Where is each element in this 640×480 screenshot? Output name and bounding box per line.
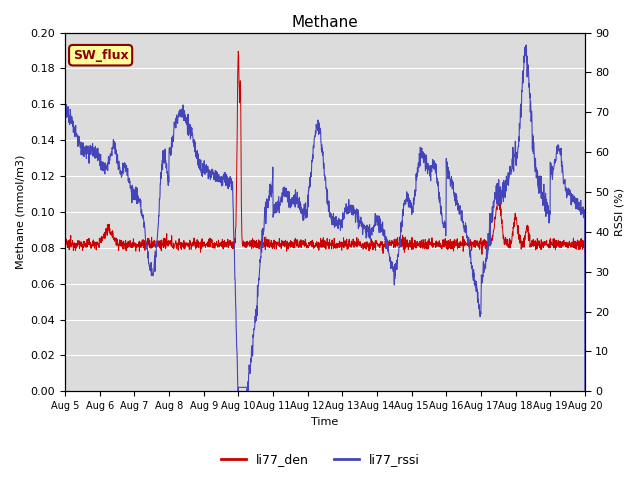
Y-axis label: Methane (mmol/m3): Methane (mmol/m3) <box>15 155 25 269</box>
X-axis label: Time: Time <box>311 417 339 427</box>
Text: SW_flux: SW_flux <box>73 48 129 62</box>
Y-axis label: RSSI (%): RSSI (%) <box>615 188 625 236</box>
Title: Methane: Methane <box>292 15 358 30</box>
Legend: li77_den, li77_rssi: li77_den, li77_rssi <box>216 448 424 471</box>
